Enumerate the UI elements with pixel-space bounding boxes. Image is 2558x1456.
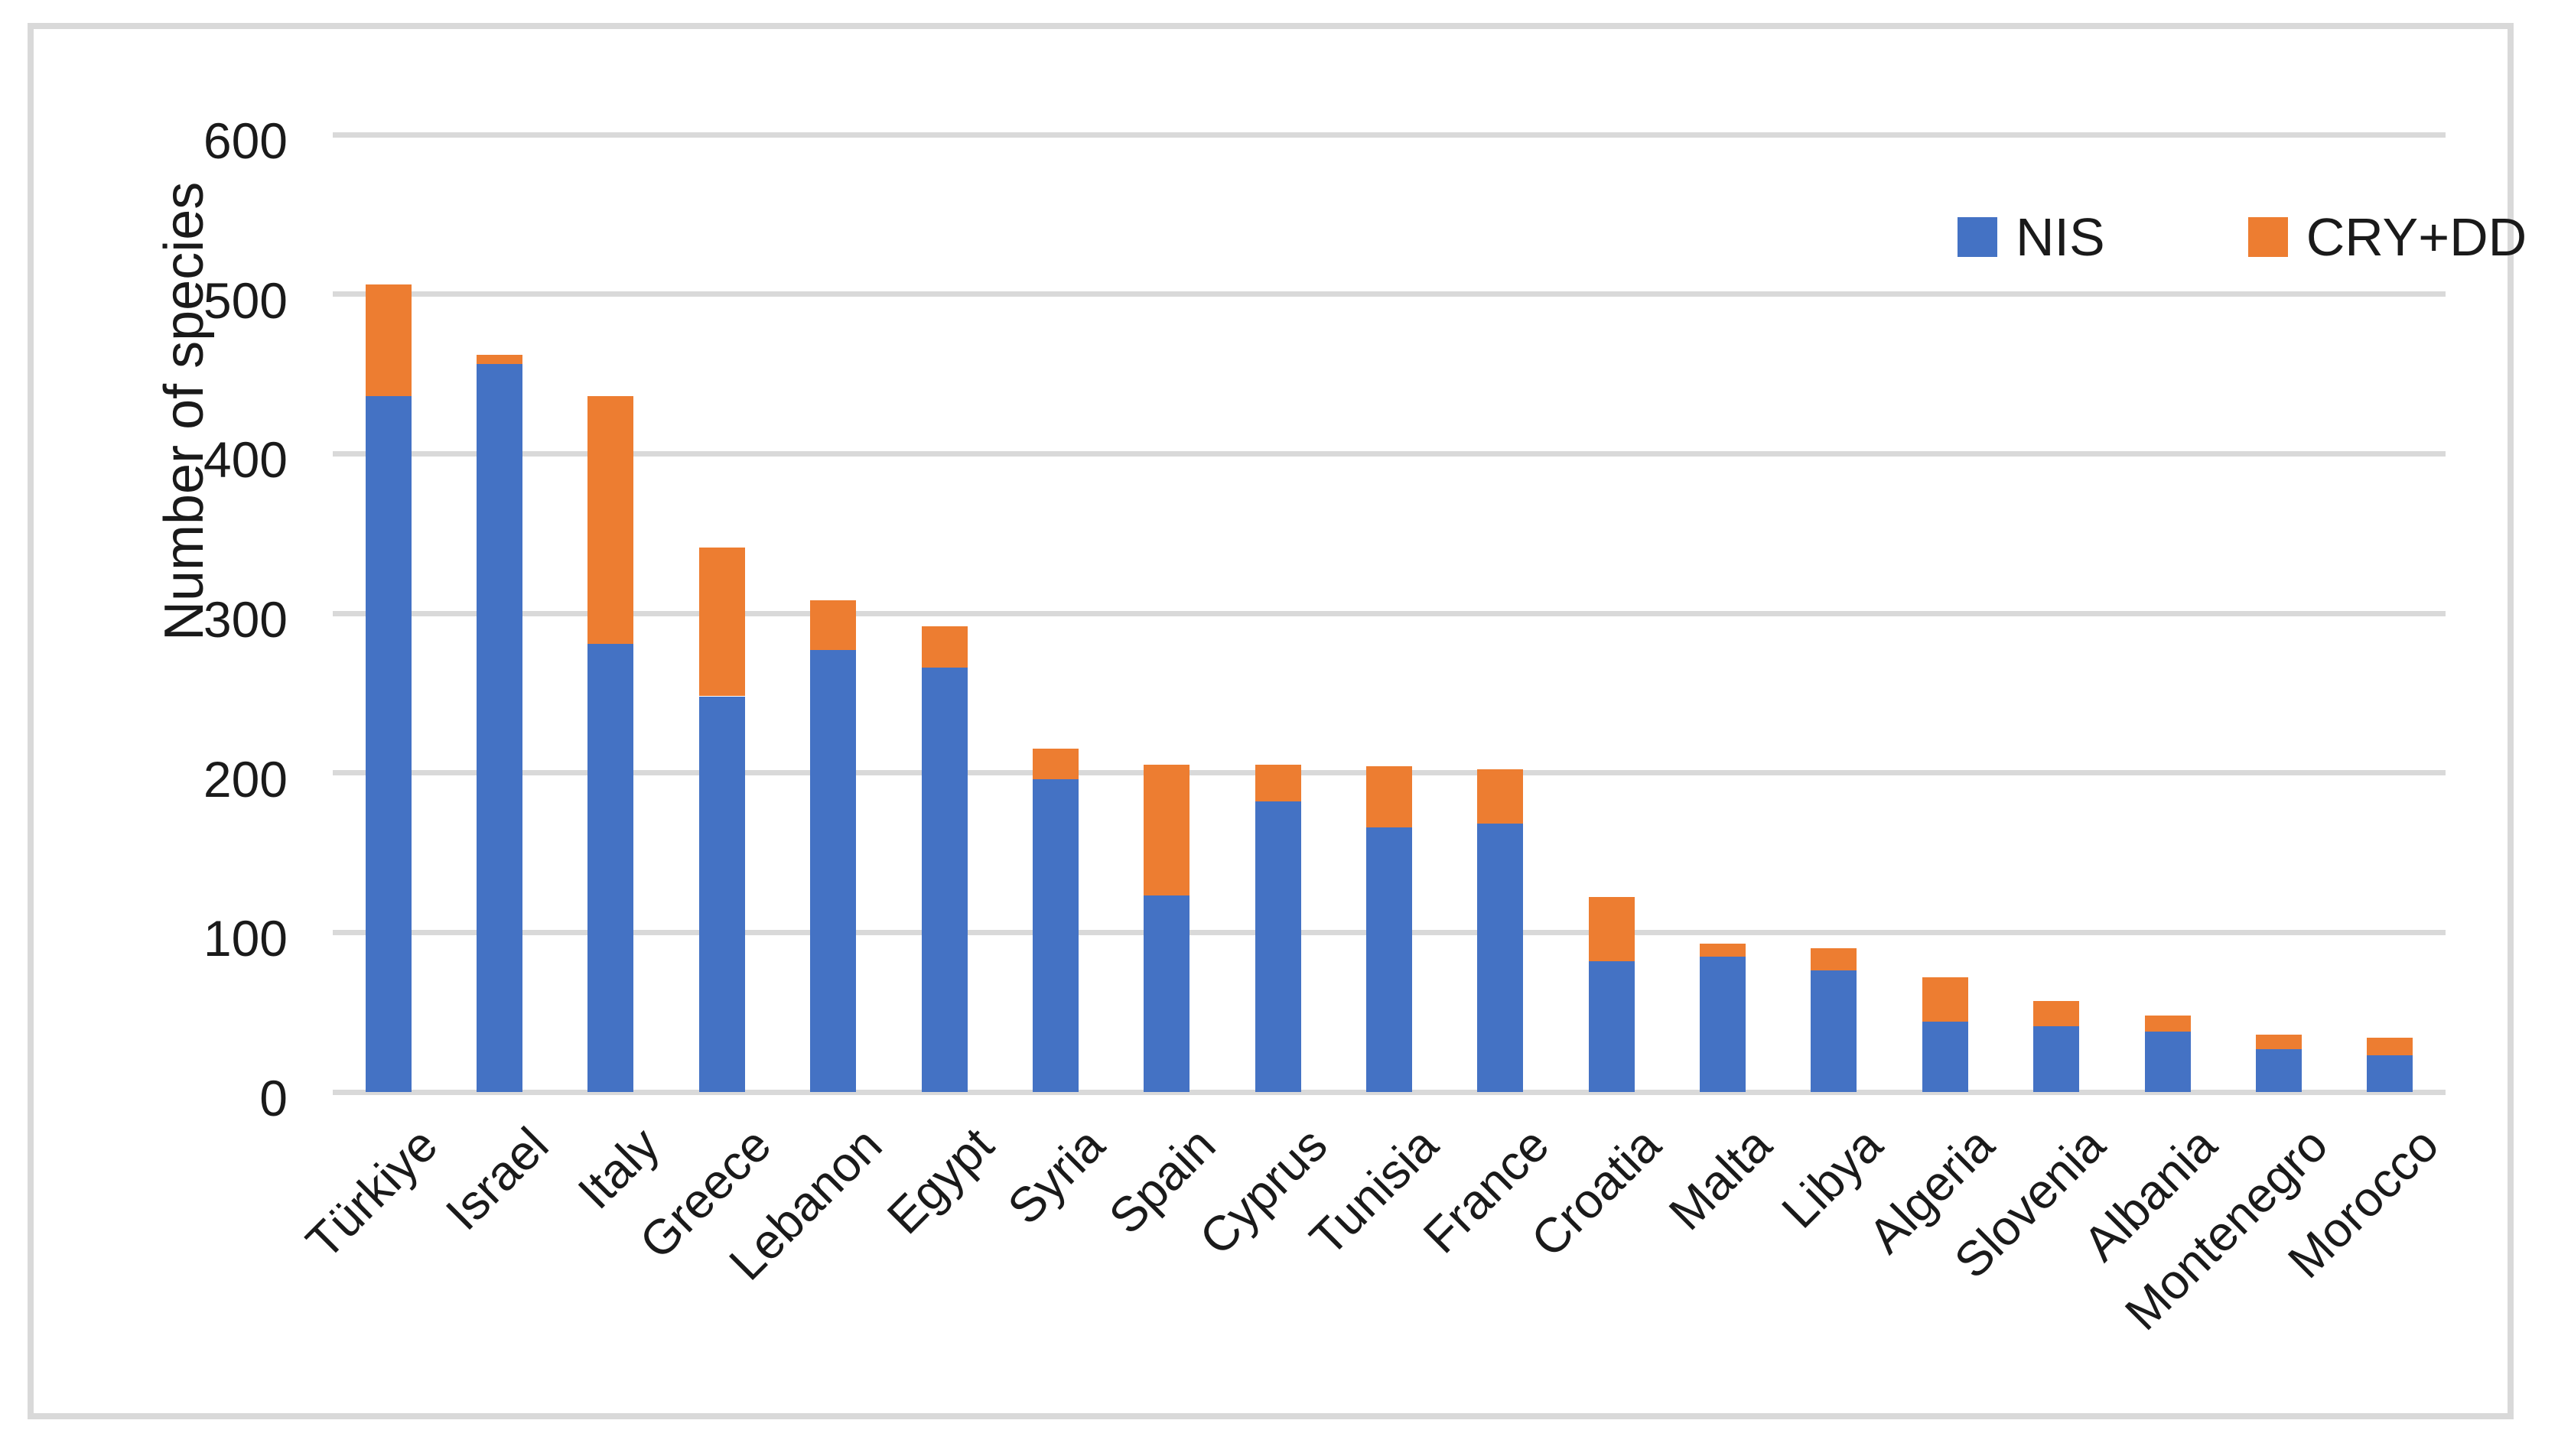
legend-label-nis: NIS bbox=[2016, 207, 2105, 267]
bar-cry-dd-malta bbox=[1700, 943, 1746, 957]
legend-swatch-cry-dd bbox=[2247, 217, 2288, 257]
bar-nis-lebanon bbox=[810, 649, 857, 1092]
y-axis-tick-label-400: 400 bbox=[203, 431, 288, 489]
bar-cry-dd-algeria bbox=[1922, 977, 1968, 1022]
bar-nis-italy bbox=[587, 643, 634, 1092]
y-axis-tick-label-500: 500 bbox=[203, 271, 288, 329]
bar-cry-dd-albania bbox=[2144, 1015, 2191, 1032]
bar-nis-croatia bbox=[1588, 960, 1635, 1092]
bar-cry-dd-tunisia bbox=[1366, 766, 1412, 827]
bar-cry-dd-israel bbox=[477, 354, 523, 365]
bar-nis-morocco bbox=[2367, 1055, 2413, 1092]
bar-nis-tunisia bbox=[1366, 827, 1412, 1092]
legend: NIS CRY+DD bbox=[1958, 207, 2527, 267]
bar-cry-dd-egypt bbox=[921, 626, 968, 668]
bar-cry-dd-lebanon bbox=[810, 600, 857, 650]
bar-cry-dd-cyprus bbox=[1255, 765, 1301, 802]
bar-cry-dd-syria bbox=[1032, 749, 1079, 779]
gridline-0 bbox=[333, 1089, 2446, 1095]
bar-nis-syria bbox=[1032, 779, 1079, 1092]
plot-area bbox=[333, 132, 2446, 1095]
bar-nis-spain bbox=[1144, 895, 1190, 1092]
legend-item-nis: NIS bbox=[1958, 206, 2105, 268]
legend-label-cry-dd: CRY+DD bbox=[2306, 207, 2527, 267]
bar-nis-israel bbox=[477, 364, 523, 1092]
y-axis-tick-label-100: 100 bbox=[203, 910, 288, 967]
bar-nis-cyprus bbox=[1255, 801, 1301, 1092]
y-axis-tick-label-300: 300 bbox=[203, 591, 288, 648]
bar-cry-dd-t-rkiye bbox=[365, 284, 412, 397]
bar-cry-dd-morocco bbox=[2367, 1038, 2413, 1055]
bar-nis-montenegro bbox=[2255, 1048, 2302, 1092]
bar-nis-france bbox=[1477, 824, 1524, 1092]
bar-nis-egypt bbox=[921, 667, 968, 1092]
legend-item-cry-dd: CRY+DD bbox=[2247, 206, 2527, 268]
y-axis-tick-label-200: 200 bbox=[203, 750, 288, 808]
bar-cry-dd-greece bbox=[698, 548, 745, 697]
bar-nis-t-rkiye bbox=[365, 396, 412, 1092]
bar-cry-dd-italy bbox=[587, 396, 634, 644]
legend-swatch-nis bbox=[1958, 217, 1997, 257]
bar-nis-slovenia bbox=[2033, 1026, 2080, 1092]
bar-cry-dd-spain bbox=[1144, 765, 1190, 896]
bar-cry-dd-montenegro bbox=[2255, 1034, 2302, 1049]
bar-nis-libya bbox=[1811, 970, 1857, 1092]
chart-frame: Number of species NIS CRY+DD 0 100 200 300 4… bbox=[28, 23, 2527, 1419]
gridline-500 bbox=[333, 291, 2446, 297]
bar-cry-dd-slovenia bbox=[2033, 1001, 2080, 1027]
bar-nis-algeria bbox=[1922, 1022, 1968, 1092]
bar-nis-malta bbox=[1700, 956, 1746, 1092]
bar-cry-dd-libya bbox=[1811, 948, 1857, 971]
bar-nis-albania bbox=[2144, 1031, 2191, 1092]
y-axis-tick-label-0: 0 bbox=[259, 1070, 288, 1126]
bar-cry-dd-croatia bbox=[1588, 897, 1635, 961]
y-axis-tick-label-600: 600 bbox=[203, 112, 288, 169]
gridline-400 bbox=[333, 450, 2446, 457]
gridline-300 bbox=[333, 610, 2446, 616]
gridline-600 bbox=[333, 132, 2446, 138]
bar-cry-dd-france bbox=[1477, 769, 1524, 824]
bar-nis-greece bbox=[698, 696, 745, 1092]
